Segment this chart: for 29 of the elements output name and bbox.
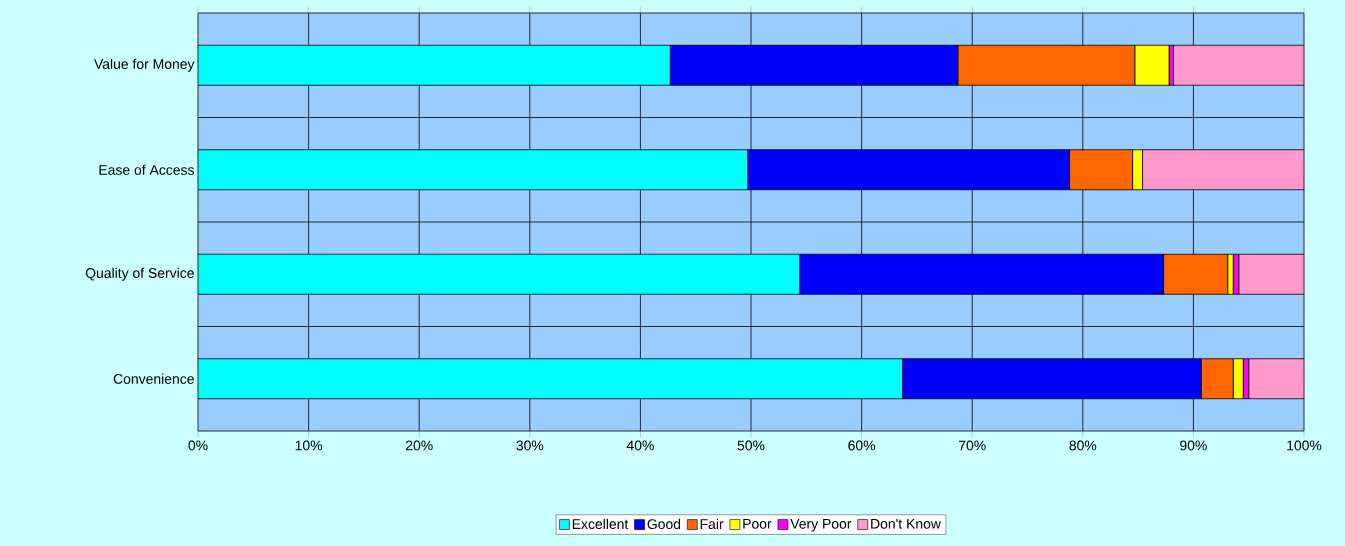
x-tick-label: 50% — [737, 440, 765, 451]
x-tick-label: 40% — [626, 440, 654, 451]
legend-label: Very Poor — [790, 519, 852, 532]
x-tick-label: 60% — [848, 440, 876, 451]
x-tick-label: 80% — [1069, 440, 1097, 451]
y-tick-label: Convenience — [113, 373, 194, 384]
x-tick-label: 20% — [405, 440, 433, 451]
x-tick-label: 90% — [1180, 440, 1207, 451]
y-tick-label: Ease of Access — [99, 164, 194, 175]
bar — [1142, 149, 1305, 191]
legend-label: Fair — [700, 518, 724, 530]
x-tick-label: 30% — [516, 440, 544, 451]
legend-label: Good — [647, 518, 681, 530]
bar — [1238, 253, 1305, 295]
y-tick-label: Value for Money — [94, 58, 195, 72]
bar — [1173, 44, 1305, 86]
x-tick-label: 100% — [1287, 440, 1322, 451]
bar — [198, 149, 749, 191]
x-tick-label: 70% — [958, 440, 986, 451]
bar — [198, 358, 903, 400]
legend-label: Poor — [743, 519, 772, 529]
bar — [198, 253, 801, 295]
legend-label: Excellent — [572, 518, 629, 530]
x-tick-label: 0% — [188, 440, 208, 451]
bar — [198, 44, 671, 86]
x-tick-label: 10% — [295, 440, 323, 451]
y-tick-label: Quality of Service — [85, 267, 194, 281]
legend-label: Don't Know — [871, 519, 941, 529]
bar — [1248, 358, 1305, 400]
